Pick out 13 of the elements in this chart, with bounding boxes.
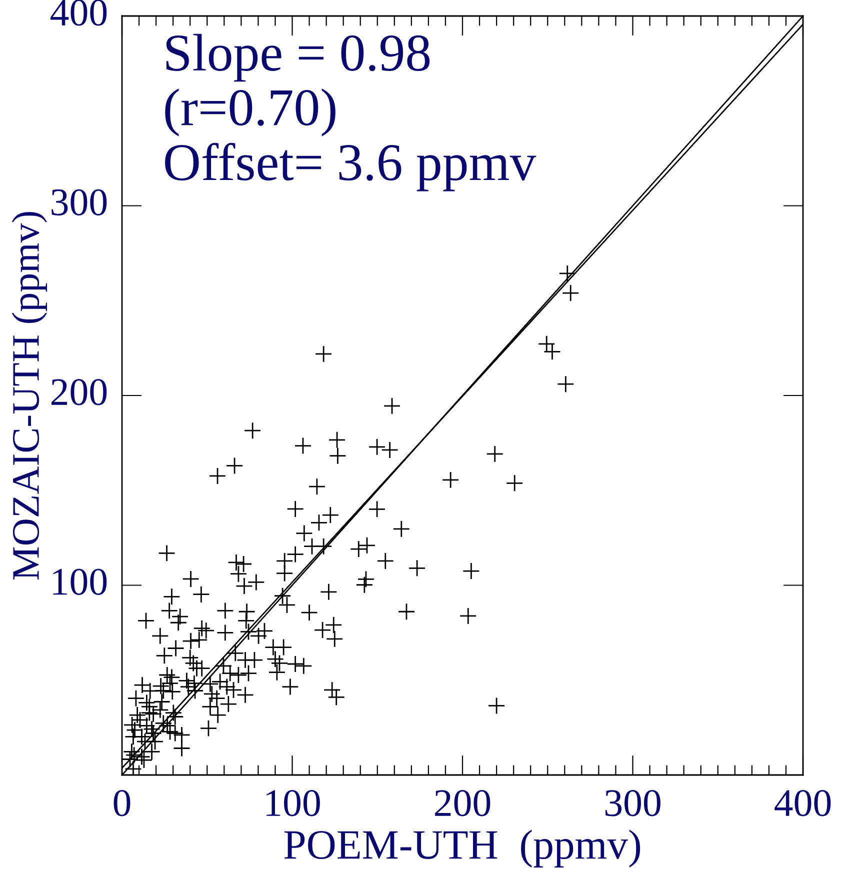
x-tick-label: 300 [605, 790, 660, 816]
annotation: Offset= 3.6 ppmv [165, 142, 536, 192]
x-tick-label: 400 [774, 790, 831, 816]
y-tick-label: 200 [51, 378, 107, 406]
x-tick-label: 0 [114, 790, 130, 816]
x-tick-label: 200 [435, 790, 490, 816]
annotation: Slope = 0.98 [166, 34, 430, 82]
x-axis-title: POEM-UTH (ppmv) [284, 830, 640, 868]
y-axis-title: MOZAIC-UTH (ppmv) [12, 212, 47, 580]
annotation: (r=0.70) [165, 88, 336, 136]
x-tick-label: 100 [266, 790, 320, 816]
y-tick-label: 300 [52, 189, 107, 216]
y-tick-label: 100 [53, 568, 107, 595]
